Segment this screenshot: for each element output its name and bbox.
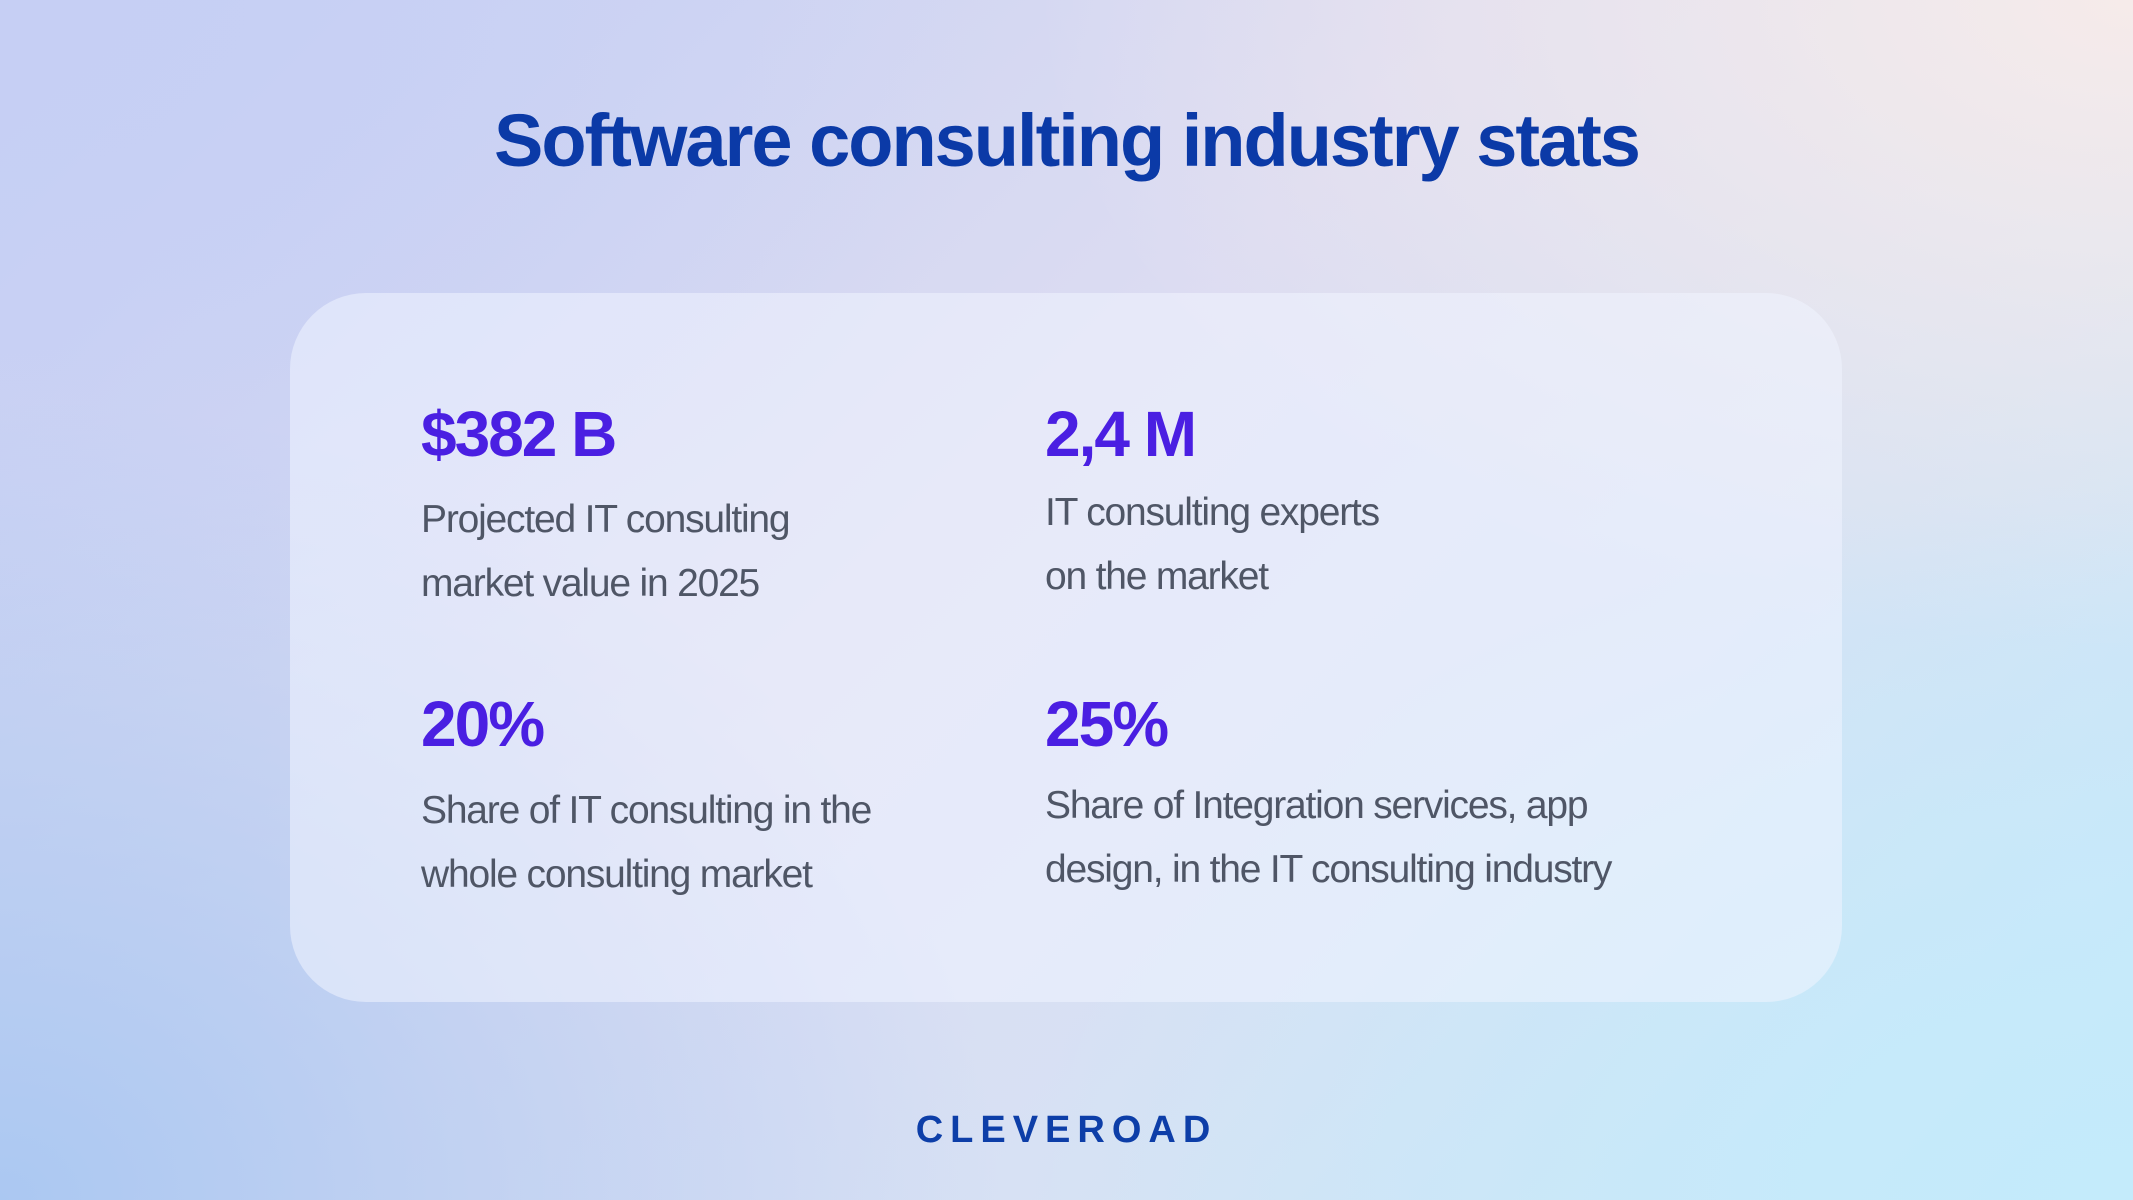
stat-experts-count: 2,4 M IT consulting experts on the marke… [1045,398,1380,609]
stat-description-line: Projected IT consulting [421,498,791,541]
stat-description-line: on the market [1045,555,1269,598]
stat-description-line: whole consulting market [421,853,813,896]
stat-value: 25% [1045,688,1169,760]
stat-description: IT consulting experts on the market [1045,481,1380,609]
stat-value: 20% [421,688,545,760]
stat-value: $382 B [421,398,617,470]
stat-consulting-share: 20% Share of IT consulting in the whole … [421,688,872,907]
stat-description-line: market value in 2025 [421,562,760,605]
stat-description: Share of IT consulting in the whole cons… [421,779,872,907]
stat-description-line: IT consulting experts [1045,491,1380,534]
stat-value: 2,4 M [1045,398,1197,470]
stat-market-value: $382 B Projected IT consulting market va… [421,398,791,616]
brand-logo: CLEVEROAD [915,1109,1218,1151]
stat-description: Projected IT consulting market value in … [421,488,791,616]
stat-description-line: design, in the IT consulting industry [1045,848,1612,891]
stat-integration-share: 25% Share of Integration services, app d… [1045,688,1612,902]
stat-description: Share of Integration services, app desig… [1045,774,1612,902]
stats-card [290,293,1842,1002]
page-title: Software consulting industry stats [494,99,1641,182]
stat-description-line: Share of Integration services, app [1045,784,1589,827]
stat-description-line: Share of IT consulting in the [421,789,872,832]
